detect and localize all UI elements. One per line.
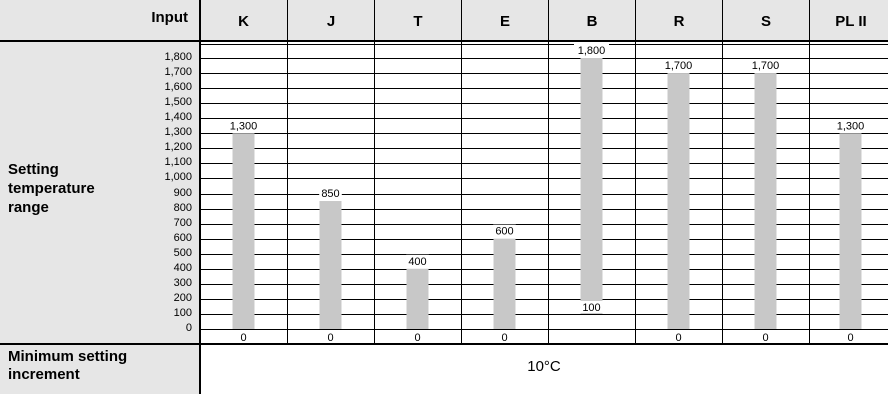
bar-top-label-bg xyxy=(574,44,609,56)
bar-bottom-label: 0 xyxy=(327,332,333,344)
setting-temperature-range-label: Setting temperature range xyxy=(8,161,95,216)
bar-k xyxy=(232,133,255,329)
bar-top-label: 1,700 xyxy=(752,60,780,72)
y-tick-label: 1,100 xyxy=(164,156,192,169)
bar-top-label: 1,700 xyxy=(665,60,693,72)
header-cell-t: T xyxy=(374,0,461,42)
y-tick-label: 1,800 xyxy=(164,51,192,63)
bar-top-label-bg xyxy=(406,254,429,267)
header-cell-j: J xyxy=(287,0,374,42)
input-header-row: K J T E B R S PL II xyxy=(200,0,888,42)
y-tick-label: 1,200 xyxy=(164,141,192,154)
label-column-divider xyxy=(199,0,201,394)
bar-b xyxy=(580,58,603,314)
bar-top-label-bg xyxy=(319,187,342,200)
y-tick-label: 600 xyxy=(173,231,192,244)
bar-bottom-label: 0 xyxy=(847,332,853,344)
bar-j xyxy=(319,201,342,329)
bar-top-label: 1,300 xyxy=(230,120,258,132)
y-tick-label: 200 xyxy=(173,291,192,304)
y-tick-label: 300 xyxy=(173,276,192,289)
y-tick-label: 700 xyxy=(173,216,192,229)
bar-bottom-label: 0 xyxy=(762,332,768,344)
y-tick-label: 800 xyxy=(173,201,192,214)
temperature-range-chart: 1,300 0 850 0 400 0 600 0 1,800 100 1,700 0 1,700 0 1,… xyxy=(200,42,888,344)
bar-pl-ii xyxy=(839,133,862,329)
minimum-setting-increment-value: 10°C xyxy=(527,358,561,375)
y-tick-label: 500 xyxy=(173,246,192,259)
header-divider xyxy=(0,40,888,42)
bar-bottom-label: 0 xyxy=(414,332,420,344)
bar-bottom-label: 0 xyxy=(675,332,681,344)
y-tick-label: 1,300 xyxy=(164,126,192,139)
bar-s xyxy=(754,73,777,329)
increment-divider xyxy=(0,343,888,345)
y-tick-label: 1,600 xyxy=(164,81,192,94)
bar-bottom-label: 0 xyxy=(501,332,507,344)
y-tick-label: 1,500 xyxy=(164,96,192,109)
y-tick-label: 400 xyxy=(173,261,192,274)
bar-bottom-label-bg xyxy=(580,300,603,313)
bar-top-label-bg xyxy=(661,59,696,72)
header-cell-k: K xyxy=(238,12,249,30)
header-cell-e: E xyxy=(461,0,548,42)
bar-top-label-bg xyxy=(226,119,261,132)
bar-top-label: 400 xyxy=(408,256,426,268)
input-label: Input xyxy=(151,9,188,26)
row-label-panel: Input Setting temperature range 0 100 200 3… xyxy=(0,0,200,394)
minimum-setting-increment-label: Minimum setting increment xyxy=(8,348,128,383)
bar-top-label: 1,300 xyxy=(837,120,865,132)
y-tick-label: 0 xyxy=(185,322,192,334)
bar-r xyxy=(667,73,690,329)
bar-bottom-label: 0 xyxy=(240,332,246,344)
bar-top-label-bg xyxy=(833,119,868,132)
y-tick-label: 1,700 xyxy=(164,66,192,79)
header-cell-s: S xyxy=(722,0,809,42)
y-tick-label: 1,400 xyxy=(164,111,192,124)
bar-top-label: 600 xyxy=(495,226,513,238)
bar-t xyxy=(406,268,429,329)
bar-top-label: 850 xyxy=(321,188,339,200)
bar-top-label-bg xyxy=(748,59,783,72)
bar-top-label: 1,800 xyxy=(578,45,606,57)
y-tick-label: 100 xyxy=(173,306,192,319)
y-tick-label: 900 xyxy=(173,186,192,199)
bar-e xyxy=(493,238,516,329)
header-cell-b: B xyxy=(548,0,635,42)
y-tick-label: 1,000 xyxy=(164,171,192,184)
header-cell-pl-ii: PL II xyxy=(809,0,888,42)
header-cell-r: R xyxy=(635,0,722,42)
bar-top-label-bg xyxy=(493,224,516,237)
bar-bottom-label: 100 xyxy=(582,302,600,314)
